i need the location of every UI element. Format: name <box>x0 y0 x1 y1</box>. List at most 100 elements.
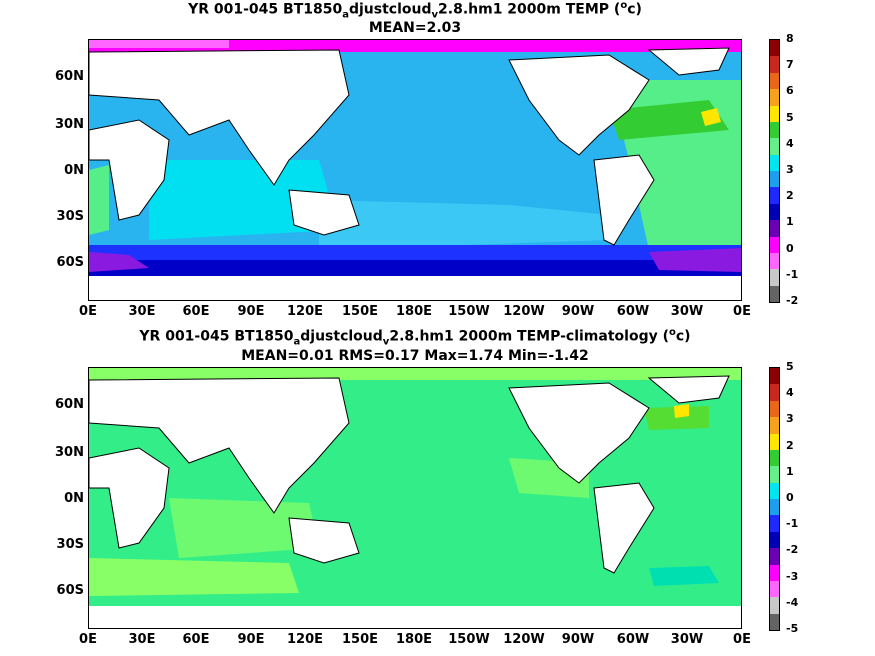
panel2-lat-60n: 60N <box>55 397 84 412</box>
arctic-field <box>89 40 741 52</box>
continents-2 <box>89 375 730 574</box>
colorbar-tick-label: 4 <box>786 386 794 400</box>
south-pacific-band <box>319 200 609 250</box>
australia-landmass <box>288 189 360 236</box>
greenland-landmass <box>647 47 730 76</box>
panel1-lon-30e: 30E <box>128 304 156 319</box>
colorbar-segment <box>770 285 779 302</box>
anomaly-antarctica <box>89 606 741 628</box>
eurasia-landmass-2 <box>89 377 350 514</box>
panel1-lon-0e-end: 0E <box>733 304 751 319</box>
colorbar-segment <box>770 121 779 139</box>
south-america-landmass-2 <box>593 482 655 574</box>
colorbar-tick-label: -1 <box>786 267 799 281</box>
panel2-lon-60e: 60E <box>182 632 210 647</box>
panel1-lon-0e: 0E <box>79 304 97 319</box>
colorbar-segment <box>770 400 779 418</box>
eurasia-landmass <box>89 49 350 186</box>
colorbar-segment <box>770 56 779 73</box>
panel1-lon-90e: 90E <box>237 304 265 319</box>
colorbar-segment <box>770 220 779 237</box>
panel2-lat-30n: 30N <box>55 445 84 460</box>
anomaly-arctic <box>89 368 741 380</box>
colorbar-segment <box>770 466 779 483</box>
southern-purple-west <box>89 252 149 272</box>
panel1-lon-120w: 120W <box>503 304 545 319</box>
colorbar-tick-label: 7 <box>786 58 794 72</box>
colorbar-segment <box>770 417 779 434</box>
colorbar-tick-label: 2 <box>786 189 794 203</box>
panel2-lon-120w: 120W <box>503 632 545 647</box>
anomaly-teal-patch <box>649 566 719 586</box>
colorbar-tick-label: 6 <box>786 84 794 98</box>
arctic-pink <box>89 40 229 48</box>
colorbar-segment <box>770 531 779 549</box>
colorbar-segment <box>770 105 779 122</box>
panel1-colorbar <box>769 39 780 303</box>
colorbar-segment <box>770 613 779 630</box>
panel1-lon-150e: 150E <box>341 304 379 319</box>
panel1-lon-60e: 60E <box>182 304 210 319</box>
panel1-lon-60w: 60W <box>616 304 650 319</box>
colorbar-tick-label: 3 <box>786 163 794 176</box>
panel2-lon-120e: 120E <box>286 632 324 647</box>
colorbar-tick-label: 4 <box>786 136 794 150</box>
panel2-lon-30w: 30W <box>670 632 704 647</box>
colorbar-segment <box>770 89 779 106</box>
panel2-lat-0n: 0N <box>64 491 84 506</box>
anomaly-hotspot <box>674 404 689 418</box>
panel1-lat-60s: 60S <box>56 255 84 270</box>
panel1-lon-150w: 150W <box>448 304 490 319</box>
continents <box>89 47 730 246</box>
panel1-lat-0n: 0N <box>64 163 84 178</box>
panel2-lon-150w: 150W <box>448 632 490 647</box>
colorbar-tick-label: 0 <box>786 241 794 255</box>
panel2-lon-30e: 30E <box>128 632 156 647</box>
colorbar-tick-label: 5 <box>786 360 794 373</box>
colorbar-tick-label: 5 <box>786 110 794 124</box>
anomaly-light-patch-1 <box>169 498 319 558</box>
anomaly-greenland-sea <box>644 406 709 430</box>
panel2-lon-60w: 60W <box>616 632 650 647</box>
colorbar-tick-label: 2 <box>786 438 794 452</box>
panel2-lon-150e: 150E <box>341 632 379 647</box>
colorbar-segment <box>770 138 779 155</box>
panel2-lon-0e: 0E <box>79 632 97 647</box>
colorbar-segment <box>770 449 779 467</box>
panel1-lon-30w: 30W <box>670 304 704 319</box>
colorbar-tick-label: -3 <box>786 569 799 583</box>
colorbar-tick-label: -1 <box>786 517 799 531</box>
panel1-map <box>88 39 742 301</box>
colorbar-segment <box>770 236 779 253</box>
colorbar-segment <box>770 252 779 270</box>
panel2-subtitle: MEAN=0.01 RMS=0.17 Max=1.74 Min=-1.42 <box>241 348 589 364</box>
panel2-colorbar <box>769 367 780 631</box>
colorbar-segment <box>770 154 779 171</box>
north-atlantic-warm <box>609 100 729 140</box>
panel2-lon-90w: 90W <box>561 632 595 647</box>
colorbar-segment <box>770 433 779 450</box>
west-atlantic-strip <box>89 165 109 235</box>
panel2-lat-30s: 30S <box>56 537 84 552</box>
panel1-subtitle: MEAN=2.03 <box>368 20 462 36</box>
panel1-lat-30s: 30S <box>56 209 84 224</box>
colorbar-segment <box>770 187 779 204</box>
panel2-title: YR 001-045 BT1850adjustcloudv2.8.hm1 200… <box>139 327 691 348</box>
north-america-landmass-2 <box>508 382 650 484</box>
colorbar-segment <box>770 580 779 598</box>
colorbar-tick-label: 0 <box>786 491 794 504</box>
africa-landmass-2 <box>89 447 170 549</box>
panel1-lat-30n: 30N <box>55 117 84 132</box>
colorbar-segment <box>770 171 779 188</box>
panel2-lon-0e-end: 0E <box>733 632 751 647</box>
colorbar-segment <box>770 499 779 516</box>
colorbar-segment <box>770 564 779 581</box>
panel1-lon-120e: 120E <box>286 304 324 319</box>
greenland-landmass-2 <box>647 375 730 404</box>
colorbar-segment <box>770 368 779 385</box>
anomaly-light-band <box>89 558 299 596</box>
southern-band <box>89 245 741 263</box>
colorbar-tick-label: -2 <box>786 294 799 307</box>
panel2-lat-60s: 60S <box>56 583 84 598</box>
colorbar-tick-label: 8 <box>786 32 794 45</box>
